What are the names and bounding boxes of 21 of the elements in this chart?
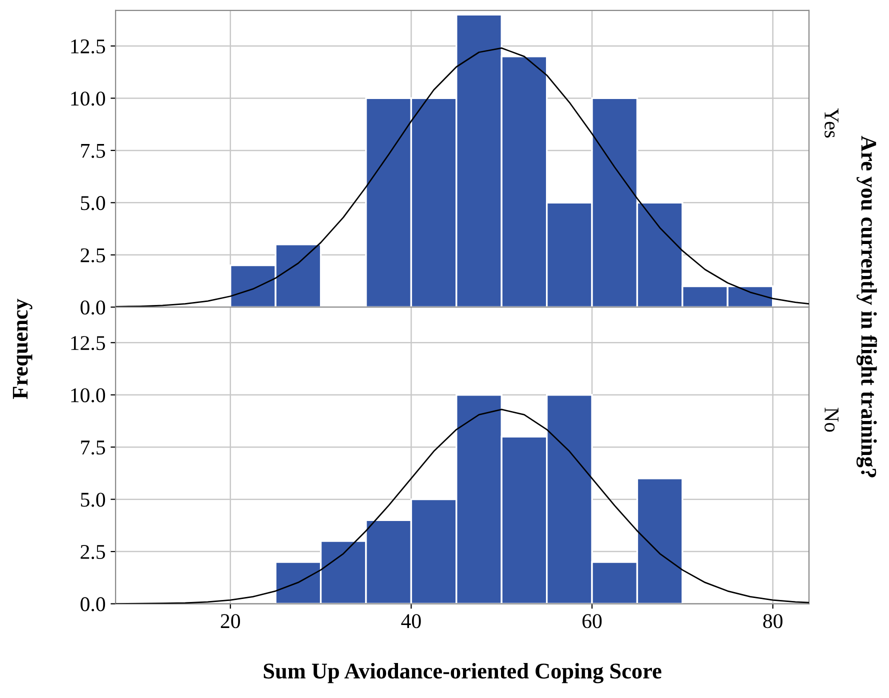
y-tick-label: 2.5 bbox=[80, 544, 106, 560]
y-tick-label: 2.5 bbox=[80, 248, 106, 262]
y-tick-label: 0.0 bbox=[80, 597, 106, 612]
x-axis-title: Sum Up Aviodance-oriented Coping Score bbox=[264, 662, 662, 684]
x-tick-label: 20 bbox=[220, 614, 240, 628]
y-tick-label: 10.0 bbox=[71, 388, 106, 402]
y-axis-title: Frequency bbox=[12, 298, 32, 400]
text: No bbox=[824, 408, 838, 432]
y-tick-label: 12.5 bbox=[71, 336, 106, 350]
y-tick-label: 12.5 bbox=[71, 39, 106, 54]
y-tick-label: 5.0 bbox=[81, 196, 106, 210]
x-tick-label: 80 bbox=[763, 614, 782, 628]
y-tick-label: 7.5 bbox=[81, 440, 106, 455]
y-tick-label: 7.5 bbox=[81, 144, 106, 158]
text: Yes bbox=[824, 108, 838, 138]
x-tick-label: 60 bbox=[582, 614, 602, 628]
y-tick-label: 5.0 bbox=[81, 492, 106, 507]
y-tick-label: 0.0 bbox=[80, 300, 106, 315]
y2-axis-title: Are you currently in flight training? bbox=[856, 136, 878, 478]
x-tick-label: 40 bbox=[401, 614, 421, 628]
y-tick-label: 10.0 bbox=[71, 92, 106, 106]
